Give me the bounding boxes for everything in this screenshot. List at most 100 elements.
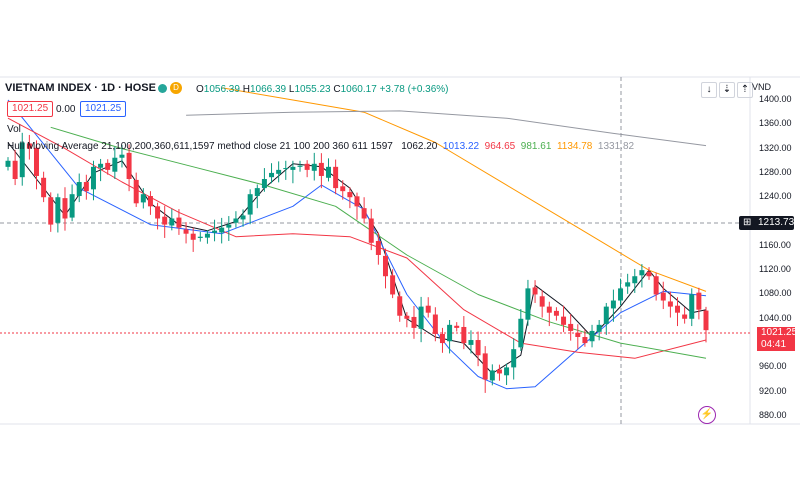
candle-body — [112, 157, 118, 172]
candle-body — [539, 296, 545, 307]
collapse-icon[interactable]: ⇣ — [719, 82, 735, 98]
hma-value-200: 964.65 — [484, 141, 516, 152]
candle-body — [489, 370, 495, 381]
candle-body — [361, 208, 367, 219]
price-axis-label: 1240.00 — [759, 191, 792, 202]
candle-body — [432, 314, 438, 334]
market-status-icon — [158, 84, 167, 93]
candle-body — [418, 306, 424, 329]
candle-body — [575, 332, 581, 337]
symbol-title[interactable]: VIETNAM INDEX · 1D · HOSE — [5, 82, 156, 94]
candle-body — [333, 166, 339, 189]
candle-body — [190, 233, 196, 240]
price-axis-label: 1320.00 — [759, 142, 792, 153]
candle-body — [404, 315, 410, 319]
crosshair-price-tag: ⊞ 1213.73 — [739, 216, 794, 230]
price-axis-label: 1400.00 — [759, 94, 792, 104]
candle-body — [347, 192, 353, 198]
candle-body — [561, 316, 567, 325]
hma-value-611: 1134.78 — [556, 141, 593, 152]
candle-body — [83, 182, 89, 192]
low-value: 1055.23 — [294, 84, 331, 95]
candle-body — [90, 166, 96, 190]
change-value: +3.78 (+0.36%) — [379, 84, 449, 95]
high-label: H — [242, 84, 250, 95]
hma-line-hma-1597 — [186, 110, 707, 147]
candle-body — [632, 276, 638, 284]
close-label: C — [333, 84, 341, 95]
candle-body — [62, 198, 68, 219]
candle-body — [98, 163, 104, 168]
price-axis-label: 1120.00 — [759, 264, 791, 275]
candle-body — [197, 236, 203, 238]
candle-body — [496, 369, 502, 374]
open-value: 1056.39 — [203, 84, 240, 95]
buy-button[interactable]: 1021.25 — [80, 101, 127, 117]
candles-group — [5, 132, 709, 393]
hma-value-21: 1062.20 — [401, 141, 438, 152]
hma-line-hma-200 — [7, 117, 707, 359]
hma-legend[interactable]: Hull Moving Average 21,100,200,360,611,1… — [7, 141, 634, 153]
candle-body — [689, 294, 695, 319]
sell-button[interactable]: 1021.25 — [7, 101, 54, 117]
candle-body — [76, 182, 82, 197]
candle-body — [183, 229, 189, 234]
lightning-icon[interactable]: ⚡ — [698, 406, 716, 424]
price-axis-label: 960.00 — [759, 361, 787, 372]
candle-body — [504, 367, 510, 376]
candle-body — [482, 353, 488, 380]
price-axis-label: 920.00 — [759, 385, 787, 396]
price-axis-label: 1080.00 — [759, 288, 792, 299]
price-axis-label: 1160.00 — [759, 239, 791, 250]
candle-body — [340, 186, 346, 192]
candle-body — [475, 340, 481, 356]
candle-body — [390, 275, 396, 295]
candle-body — [233, 218, 239, 223]
candle-body — [596, 324, 602, 332]
candle-body — [219, 227, 225, 233]
candle-body — [140, 194, 146, 203]
hma-value-360: 981.61 — [520, 141, 552, 152]
candle-body — [625, 282, 631, 287]
candle-body — [147, 196, 153, 207]
expand-icon[interactable]: ⇡ — [737, 82, 753, 98]
candle-body — [126, 152, 132, 179]
close-value: 1060.17 — [340, 84, 377, 95]
currency-selector[interactable]: VND — [752, 82, 772, 92]
candle-body — [19, 142, 25, 178]
candle-body — [176, 217, 182, 228]
candle-body — [254, 188, 260, 197]
candle-body — [326, 166, 332, 178]
volume-legend[interactable]: Vol — [7, 124, 21, 135]
candle-body — [439, 333, 445, 344]
hma-line-hma-611 — [221, 87, 707, 292]
candle-body — [461, 326, 467, 344]
price-axis-label: 880.00 — [759, 410, 787, 420]
crosshair-price-value: 1213.73 — [758, 217, 795, 228]
market-badge: D — [170, 82, 182, 94]
plus-icon[interactable]: ⊞ — [743, 217, 752, 228]
candle-body — [226, 224, 232, 228]
hma-legend-label: Hull Moving Average 21,100,200,360,611,1… — [7, 141, 393, 152]
candle-body — [368, 218, 374, 243]
price-axis-label: 1360.00 — [759, 118, 792, 129]
candle-body — [468, 340, 474, 345]
candle-body — [646, 271, 652, 277]
ohlc-values: O1056.39 H1066.39 L1055.23 C1060.17 +3.7… — [196, 84, 449, 96]
candle-body — [204, 233, 210, 238]
spread-value: 0.00 — [56, 104, 76, 115]
hma-lines-group — [7, 87, 707, 390]
candle-body — [639, 270, 645, 276]
candle-body — [425, 305, 431, 313]
candle-body — [667, 301, 673, 307]
candle-body — [447, 324, 453, 342]
candle-body — [311, 163, 317, 171]
candle-body — [568, 323, 574, 331]
candle-body — [12, 160, 18, 179]
arrow-down-icon[interactable]: ↓ — [701, 82, 717, 98]
high-value: 1066.39 — [249, 84, 287, 95]
candle-body — [375, 240, 381, 255]
last-price-tag: 1021.25 04:41 — [757, 327, 797, 351]
hma-value-100: 1013.22 — [442, 141, 480, 152]
